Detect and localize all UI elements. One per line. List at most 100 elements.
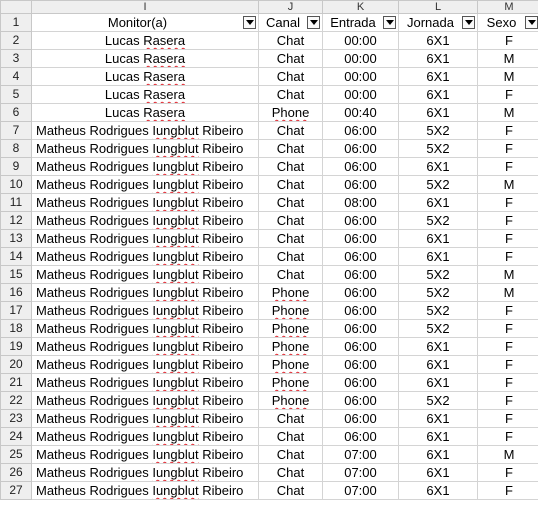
cell-canal[interactable]: Chat (258, 427, 323, 446)
cell-monitor[interactable]: Matheus Rodrigues Iungblut Ribeiro (31, 139, 259, 158)
cell-canal[interactable]: Phone (258, 355, 323, 374)
row-number[interactable]: 9 (0, 157, 32, 176)
cell-sexo[interactable]: F (477, 409, 538, 428)
autofilter-dropdown-icon[interactable] (383, 16, 396, 29)
cell-monitor[interactable]: Matheus Rodrigues Iungblut Ribeiro (31, 247, 259, 266)
cell-entrada[interactable]: 06:00 (322, 175, 399, 194)
cell-entrada[interactable]: 06:00 (322, 247, 399, 266)
row-number[interactable]: 26 (0, 463, 32, 482)
cell-canal[interactable]: Chat (258, 247, 323, 266)
cell-jornada[interactable]: 6X1 (398, 193, 478, 212)
cell-jornada[interactable]: 5X2 (398, 283, 478, 302)
cell-entrada[interactable]: 00:00 (322, 67, 399, 86)
row-number[interactable]: 6 (0, 103, 32, 122)
cell-entrada[interactable]: 06:00 (322, 409, 399, 428)
cell-monitor[interactable]: Matheus Rodrigues Iungblut Ribeiro (31, 355, 259, 374)
cell-sexo[interactable]: F (477, 301, 538, 320)
cell-jornada[interactable]: 6X1 (398, 157, 478, 176)
cell-canal[interactable]: Chat (258, 481, 323, 500)
cell-sexo[interactable]: F (477, 139, 538, 158)
cell-monitor[interactable]: Lucas Rasera (31, 85, 259, 104)
cell-entrada[interactable]: 06:00 (322, 355, 399, 374)
header-cell-sexo[interactable]: Sexo (477, 13, 538, 32)
cell-sexo[interactable]: F (477, 121, 538, 140)
cell-monitor[interactable]: Lucas Rasera (31, 49, 259, 68)
column-header-i[interactable]: I (31, 0, 259, 14)
row-number[interactable]: 4 (0, 67, 32, 86)
cell-canal[interactable]: Chat (258, 193, 323, 212)
row-number[interactable]: 7 (0, 121, 32, 140)
cell-entrada[interactable]: 00:40 (322, 103, 399, 122)
cell-sexo[interactable]: M (477, 49, 538, 68)
cell-sexo[interactable]: F (477, 373, 538, 392)
cell-sexo[interactable]: F (477, 463, 538, 482)
cell-canal[interactable]: Chat (258, 85, 323, 104)
cell-monitor[interactable]: Matheus Rodrigues Iungblut Ribeiro (31, 463, 259, 482)
row-number[interactable]: 8 (0, 139, 32, 158)
row-number[interactable]: 27 (0, 481, 32, 500)
cell-sexo[interactable]: F (477, 427, 538, 446)
row-number[interactable]: 10 (0, 175, 32, 194)
row-number[interactable]: 14 (0, 247, 32, 266)
cell-canal[interactable]: Chat (258, 175, 323, 194)
row-number[interactable]: 12 (0, 211, 32, 230)
cell-monitor[interactable]: Matheus Rodrigues Iungblut Ribeiro (31, 157, 259, 176)
cell-monitor[interactable]: Lucas Rasera (31, 67, 259, 86)
cell-sexo[interactable]: F (477, 229, 538, 248)
cell-jornada[interactable]: 5X2 (398, 121, 478, 140)
cell-sexo[interactable]: F (477, 31, 538, 50)
cell-jornada[interactable]: 6X1 (398, 445, 478, 464)
cell-monitor[interactable]: Matheus Rodrigues Iungblut Ribeiro (31, 373, 259, 392)
cell-monitor[interactable]: Matheus Rodrigues Iungblut Ribeiro (31, 409, 259, 428)
cell-canal[interactable]: Phone (258, 373, 323, 392)
row-number[interactable]: 17 (0, 301, 32, 320)
column-header-m[interactable]: M (477, 0, 538, 14)
cell-entrada[interactable]: 07:00 (322, 445, 399, 464)
cell-jornada[interactable]: 5X2 (398, 391, 478, 410)
row-number[interactable]: 1 (0, 13, 32, 32)
cell-sexo[interactable]: M (477, 175, 538, 194)
cell-jornada[interactable]: 6X1 (398, 31, 478, 50)
cell-monitor[interactable]: Lucas Rasera (31, 31, 259, 50)
autofilter-dropdown-icon[interactable] (525, 16, 538, 29)
cell-jornada[interactable]: 5X2 (398, 211, 478, 230)
cell-canal[interactable]: Chat (258, 409, 323, 428)
cell-jornada[interactable]: 5X2 (398, 301, 478, 320)
cell-sexo[interactable]: F (477, 193, 538, 212)
cell-jornada[interactable]: 6X1 (398, 355, 478, 374)
row-number[interactable]: 16 (0, 283, 32, 302)
cell-monitor[interactable]: Matheus Rodrigues Iungblut Ribeiro (31, 283, 259, 302)
cell-jornada[interactable]: 6X1 (398, 85, 478, 104)
row-number[interactable]: 25 (0, 445, 32, 464)
cell-canal[interactable]: Chat (258, 445, 323, 464)
row-number[interactable]: 11 (0, 193, 32, 212)
header-cell-jornada[interactable]: Jornada (398, 13, 478, 32)
cell-jornada[interactable]: 6X1 (398, 427, 478, 446)
cell-entrada[interactable]: 08:00 (322, 193, 399, 212)
autofilter-dropdown-icon[interactable] (307, 16, 320, 29)
cell-entrada[interactable]: 06:00 (322, 139, 399, 158)
cell-entrada[interactable]: 00:00 (322, 31, 399, 50)
cell-monitor[interactable]: Matheus Rodrigues Iungblut Ribeiro (31, 121, 259, 140)
cell-jornada[interactable]: 5X2 (398, 265, 478, 284)
autofilter-dropdown-icon[interactable] (462, 16, 475, 29)
cell-canal[interactable]: Phone (258, 391, 323, 410)
cell-entrada[interactable]: 00:00 (322, 49, 399, 68)
cell-sexo[interactable]: F (477, 157, 538, 176)
cell-canal[interactable]: Phone (258, 283, 323, 302)
cell-jornada[interactable]: 6X1 (398, 337, 478, 356)
cell-jornada[interactable]: 6X1 (398, 463, 478, 482)
cell-monitor[interactable]: Matheus Rodrigues Iungblut Ribeiro (31, 175, 259, 194)
row-number[interactable]: 23 (0, 409, 32, 428)
cell-monitor[interactable]: Matheus Rodrigues Iungblut Ribeiro (31, 427, 259, 446)
cell-canal[interactable]: Chat (258, 157, 323, 176)
cell-canal[interactable]: Phone (258, 319, 323, 338)
cell-canal[interactable]: Chat (258, 463, 323, 482)
row-number[interactable]: 2 (0, 31, 32, 50)
cell-jornada[interactable]: 6X1 (398, 103, 478, 122)
cell-jornada[interactable]: 6X1 (398, 229, 478, 248)
cell-sexo[interactable]: F (477, 355, 538, 374)
cell-jornada[interactable]: 5X2 (398, 319, 478, 338)
cell-sexo[interactable]: F (477, 85, 538, 104)
row-number[interactable]: 24 (0, 427, 32, 446)
